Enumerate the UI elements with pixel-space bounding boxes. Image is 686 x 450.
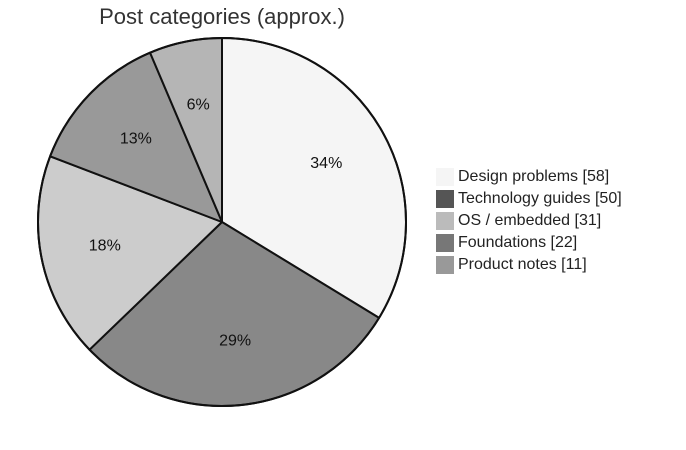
legend-swatch — [436, 190, 454, 208]
legend-label: Design problems [58] — [458, 168, 610, 185]
legend-label: OS / embedded [31] — [458, 212, 602, 229]
legend-item-foundations: Foundations [22] — [436, 232, 622, 254]
pie-slice-label-technology-guides: 29% — [219, 332, 251, 349]
legend: Design problems [58] Technology guides [5… — [436, 166, 622, 276]
legend-item-technology-guides: Technology guides [50] — [436, 188, 622, 210]
pie-slice-label-design-problems: 34% — [310, 155, 342, 172]
legend-swatch — [436, 256, 454, 274]
legend-swatch — [436, 234, 454, 252]
legend-label: Technology guides [50] — [458, 190, 622, 207]
legend-swatch — [436, 168, 454, 186]
legend-label: Foundations [22] — [458, 234, 578, 251]
pie-outline — [37, 37, 407, 407]
pie-slices — [37, 37, 407, 407]
legend-swatch — [436, 212, 454, 230]
legend-item-product-notes: Product notes [11] — [436, 254, 622, 276]
pie-slice-label-foundations: 13% — [120, 130, 152, 147]
legend-item-os-embedded: OS / embedded [31] — [436, 210, 622, 232]
legend-item-design-problems: Design problems [58] — [436, 166, 622, 188]
chart-title: Post categories (approx.) — [99, 4, 345, 29]
pie-slice-label-os-embedded: 18% — [89, 237, 121, 254]
pie-slice-label-product-notes: 6% — [187, 96, 210, 113]
legend-label: Product notes [11] — [458, 256, 587, 273]
pie-slice-labels: 34% 29% 18% 13% 6% — [89, 96, 343, 349]
